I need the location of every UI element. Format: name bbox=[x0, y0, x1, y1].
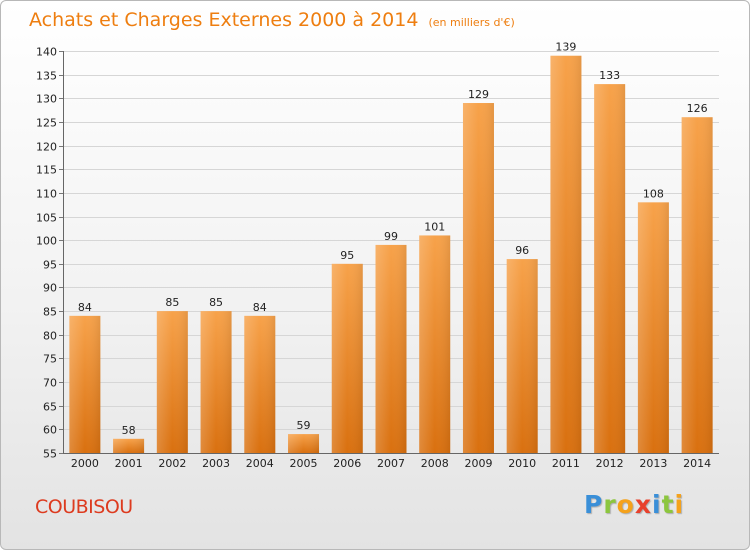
x-tick-label: 2013 bbox=[639, 457, 667, 470]
data-label-2007: 99 bbox=[384, 230, 398, 243]
y-tick-label: 140 bbox=[36, 46, 57, 59]
bar-shade-2000 bbox=[69, 315, 101, 453]
bar-shade-2001 bbox=[113, 438, 145, 453]
bar-shade-2008 bbox=[419, 235, 451, 453]
axes bbox=[59, 51, 719, 454]
data-label-2008: 101 bbox=[424, 220, 445, 233]
data-label-2009: 129 bbox=[468, 88, 489, 101]
y-tick-labels: 55 60 65 70 75 80 85 90 95 100 105 110 115 120 125 130 1… bbox=[36, 46, 57, 461]
y-tick-label: 70 bbox=[43, 377, 57, 390]
x-tick-label: 2006 bbox=[333, 457, 361, 470]
y-tick-label: 60 bbox=[43, 424, 57, 437]
data-label-2000: 84 bbox=[78, 301, 92, 314]
data-label-2013: 108 bbox=[643, 187, 664, 200]
data-label-2010: 96 bbox=[515, 244, 529, 257]
x-tick-label: 2003 bbox=[202, 457, 230, 470]
y-tick-label: 105 bbox=[36, 212, 57, 225]
bar-shade-2007 bbox=[375, 244, 407, 453]
y-tick-label: 85 bbox=[43, 306, 57, 319]
bar-shade-2013 bbox=[637, 202, 669, 453]
x-tick-label: 2014 bbox=[683, 457, 711, 470]
bar-shade-2009 bbox=[462, 103, 494, 453]
x-tick-labels: 2000 2001 2002 2003 2004 2005 2006 2007 2008 2009… bbox=[71, 457, 711, 470]
chart-subtitle: (en milliers d'€) bbox=[428, 16, 515, 29]
y-tick-label: 135 bbox=[36, 70, 57, 83]
data-label-2001: 58 bbox=[122, 424, 136, 437]
logo-letter: i bbox=[674, 490, 685, 519]
chart-title: Achats et Charges Externes 2000 à 2014 (e… bbox=[29, 9, 515, 31]
x-tick-label: 2012 bbox=[596, 457, 624, 470]
bar-shade-2012 bbox=[594, 84, 626, 453]
y-tick-label: 95 bbox=[43, 259, 57, 272]
x-tick-label: 2009 bbox=[464, 457, 492, 470]
y-tick-label: 100 bbox=[36, 235, 57, 248]
bar-shade-2006 bbox=[331, 263, 363, 453]
bar-shade-2011 bbox=[550, 55, 582, 454]
bars bbox=[69, 55, 713, 454]
bar-shade-2014 bbox=[681, 117, 713, 453]
logo-letter: r bbox=[603, 490, 617, 519]
data-label-2011: 139 bbox=[555, 41, 576, 54]
bar-shade-2005 bbox=[288, 434, 320, 453]
x-tick-label: 2011 bbox=[552, 457, 580, 470]
x-tick-label: 2001 bbox=[115, 457, 143, 470]
data-label-2006: 95 bbox=[340, 249, 354, 262]
logo-letter: t bbox=[661, 490, 675, 519]
bar-shade-2003 bbox=[200, 311, 232, 453]
y-tick-label: 120 bbox=[36, 141, 57, 154]
chart-title-text: Achats et Charges Externes 2000 à 2014 bbox=[29, 9, 419, 31]
x-tick-label: 2007 bbox=[377, 457, 405, 470]
y-tick-label: 90 bbox=[43, 282, 57, 295]
logo-letter: i bbox=[652, 490, 662, 519]
y-tick-label: 55 bbox=[43, 448, 57, 461]
y-tick-label: 75 bbox=[43, 353, 57, 366]
data-label-2003: 85 bbox=[209, 296, 223, 309]
data-label-2005: 59 bbox=[297, 419, 311, 432]
bar-shade-2002 bbox=[156, 311, 188, 453]
data-label-2002: 85 bbox=[165, 296, 179, 309]
y-tick-label: 65 bbox=[43, 401, 57, 414]
logo-letter: x bbox=[634, 490, 652, 519]
y-tick-label: 110 bbox=[36, 188, 57, 201]
y-tick-label: 80 bbox=[43, 330, 57, 343]
logo-letter: o bbox=[616, 490, 635, 519]
y-tick-label: 115 bbox=[36, 164, 57, 177]
data-label-2012: 133 bbox=[599, 69, 620, 82]
logo-letter: P bbox=[584, 490, 604, 519]
proxiti-logo: Proxiti bbox=[584, 490, 684, 519]
y-tick-label: 125 bbox=[36, 117, 57, 130]
x-tick-label: 2000 bbox=[71, 457, 99, 470]
place-name: COUBISOU bbox=[35, 496, 133, 518]
x-tick-label: 2008 bbox=[421, 457, 449, 470]
x-tick-label: 2005 bbox=[290, 457, 318, 470]
x-tick-label: 2010 bbox=[508, 457, 536, 470]
bar-shade-2010 bbox=[506, 259, 538, 453]
data-labels: 84 58 85 85 84 59 95 99 101 129 96 139 133 108 126 bbox=[78, 41, 708, 437]
data-label-2004: 84 bbox=[253, 301, 267, 314]
x-tick-label: 2004 bbox=[246, 457, 274, 470]
data-label-2014: 126 bbox=[687, 102, 708, 115]
y-tick-label: 130 bbox=[36, 93, 57, 106]
x-tick-label: 2002 bbox=[158, 457, 186, 470]
bar-shade-2004 bbox=[244, 315, 276, 453]
